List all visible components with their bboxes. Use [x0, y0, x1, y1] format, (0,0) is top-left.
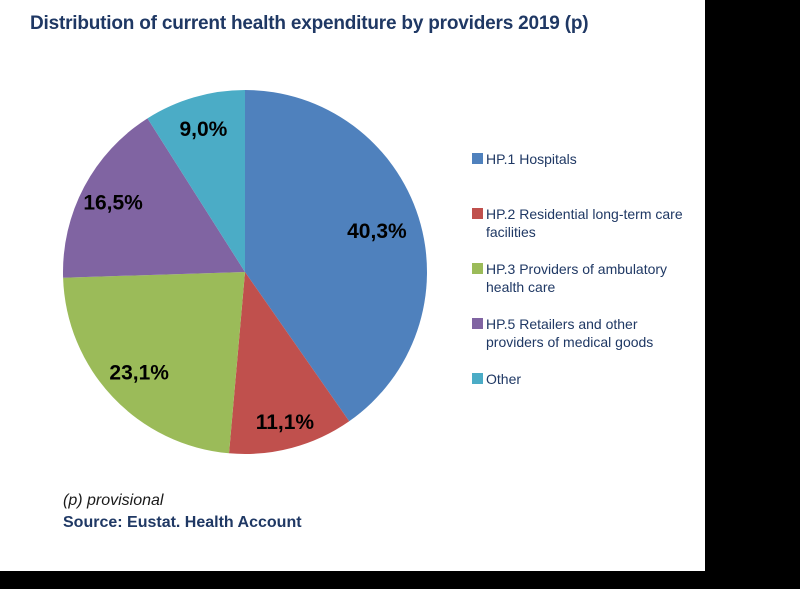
legend-item-label: HP.3 Providers of ambulatory health care — [486, 261, 668, 295]
footnote-provisional: (p) provisional — [63, 492, 164, 509]
legend-item-1: HP.1 Hospitals — [472, 150, 687, 168]
legend-item-label: Other — [486, 371, 522, 387]
pie-chart: 40,3% 11,1% 23,1% 16,5% 9,0% — [63, 90, 427, 455]
pie-slice-2 — [229, 272, 350, 455]
legend-swatch-icon — [472, 208, 483, 219]
legend-swatch-icon — [472, 318, 483, 329]
legend-item-5: Other — [472, 370, 687, 388]
legend-swatch-icon — [472, 263, 483, 274]
chart-canvas: Distribution of current health expenditu… — [0, 0, 705, 571]
legend-item-label: HP.2 Residential long-term care faciliti… — [486, 206, 683, 240]
pie-slice-1 — [245, 90, 427, 422]
legend-swatch-icon — [472, 373, 483, 384]
slice-label-4: 16,5% — [83, 192, 143, 215]
pie-slice-4 — [63, 118, 245, 278]
slice-label-3: 23,1% — [109, 362, 169, 385]
slice-label-5: 9,0% — [179, 118, 227, 141]
slice-label-2: 11,1% — [256, 411, 315, 434]
pie-slice-3 — [63, 272, 246, 454]
legend-swatch-icon — [472, 153, 483, 164]
legend-item-label: HP.1 Hospitals — [486, 151, 577, 167]
footer: (p) provisional Source: Eustat. Health A… — [63, 490, 302, 534]
legend-item-label: HP.5 Retailers and other providers of me… — [486, 316, 654, 350]
legend-item-4: HP.5 Retailers and other providers of me… — [472, 315, 687, 351]
legend-item-2: HP.2 Residential long-term care faciliti… — [472, 205, 687, 241]
legend-item-3: HP.3 Providers of ambulatory health care — [472, 260, 687, 296]
slice-label-1: 40,3% — [347, 220, 407, 243]
chart-title: Distribution of current health expenditu… — [30, 13, 589, 34]
pie-slice-5 — [147, 90, 245, 272]
source-note: Source: Eustat. Health Account — [63, 514, 302, 531]
